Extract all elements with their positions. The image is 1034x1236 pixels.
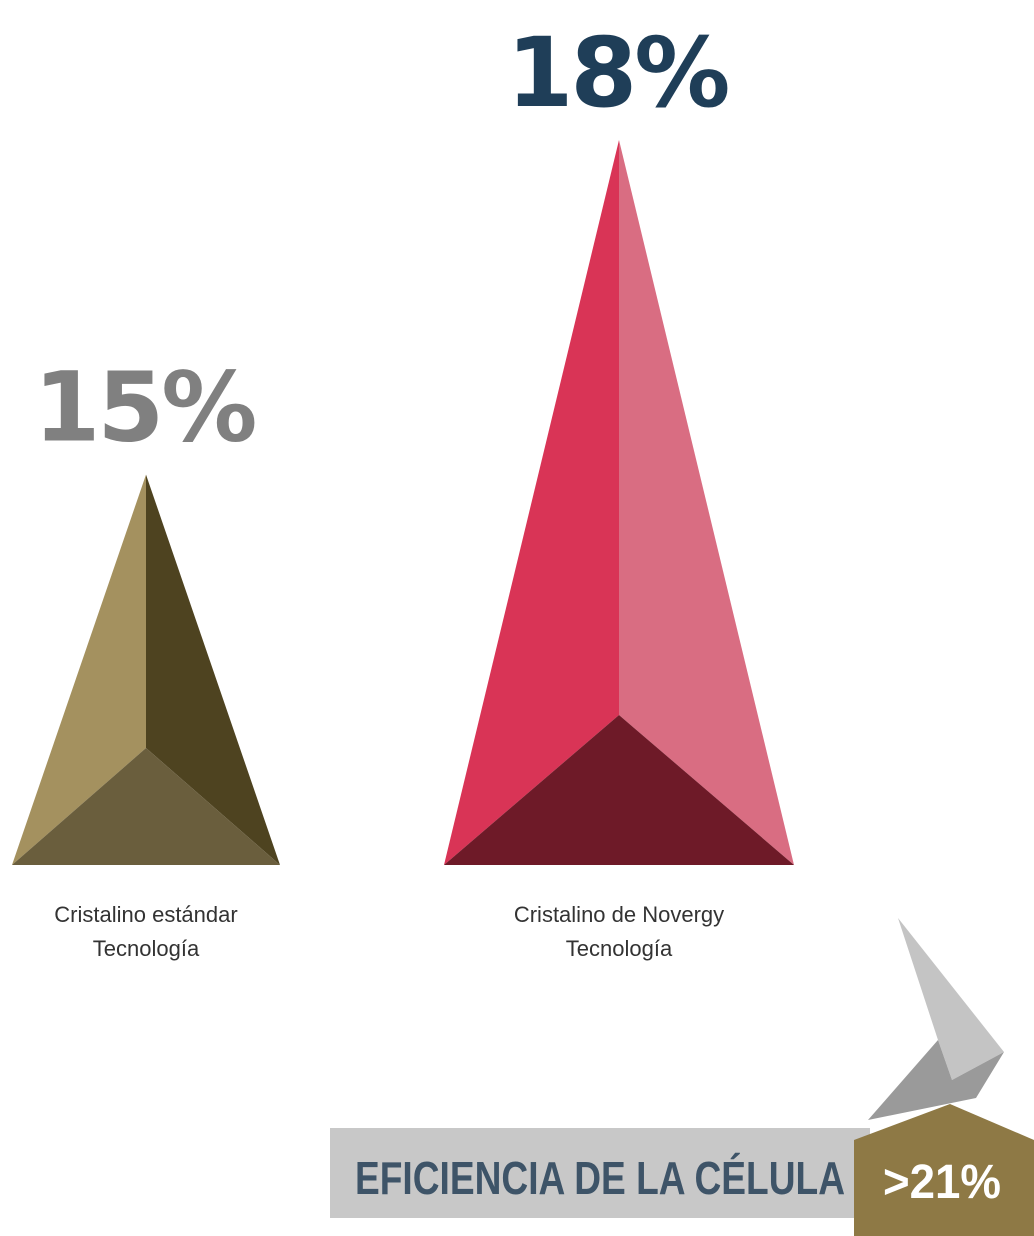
efficiency-badge (854, 1104, 1034, 1236)
pyramid-face-right (619, 140, 794, 865)
pyramid-face-right (146, 474, 280, 865)
category-label-1: Cristalino estándar Tecnología (54, 902, 237, 961)
pyramid-face-left (12, 474, 146, 865)
category-label-2: Cristalino de Novergy Tecnología (514, 902, 724, 961)
pyramid-face-left (444, 140, 619, 865)
banner-label: EFICIENCIA DE LA CÉLULA (355, 1152, 845, 1204)
arrow-ribbon-icon (868, 918, 1004, 1120)
badge-value: >21% (883, 1156, 1001, 1209)
pyramid-mark-1 (12, 474, 280, 865)
pyramid-face-base (444, 715, 794, 865)
value-label-1: 15% (34, 352, 256, 464)
pyramid-face-base (12, 748, 280, 865)
banner-background (330, 1128, 870, 1218)
chart-marks: 15% Cristalino estándar Tecnología 18% Crist… (12, 17, 794, 961)
value-label-2: 18% (507, 17, 729, 129)
arrow-ribbon-upper (898, 918, 1004, 1080)
category-label-line: Cristalino estándar (54, 902, 237, 927)
efficiency-banner: EFICIENCIA DE LA CÉLULA >21% (330, 1104, 1034, 1236)
category-label-line: Tecnología (566, 936, 673, 961)
pyramid-mark-2 (444, 140, 794, 865)
category-label-line: Tecnología (93, 936, 200, 961)
arrow-ribbon-lower (868, 1040, 1004, 1120)
category-label-line: Cristalino de Novergy (514, 902, 724, 927)
